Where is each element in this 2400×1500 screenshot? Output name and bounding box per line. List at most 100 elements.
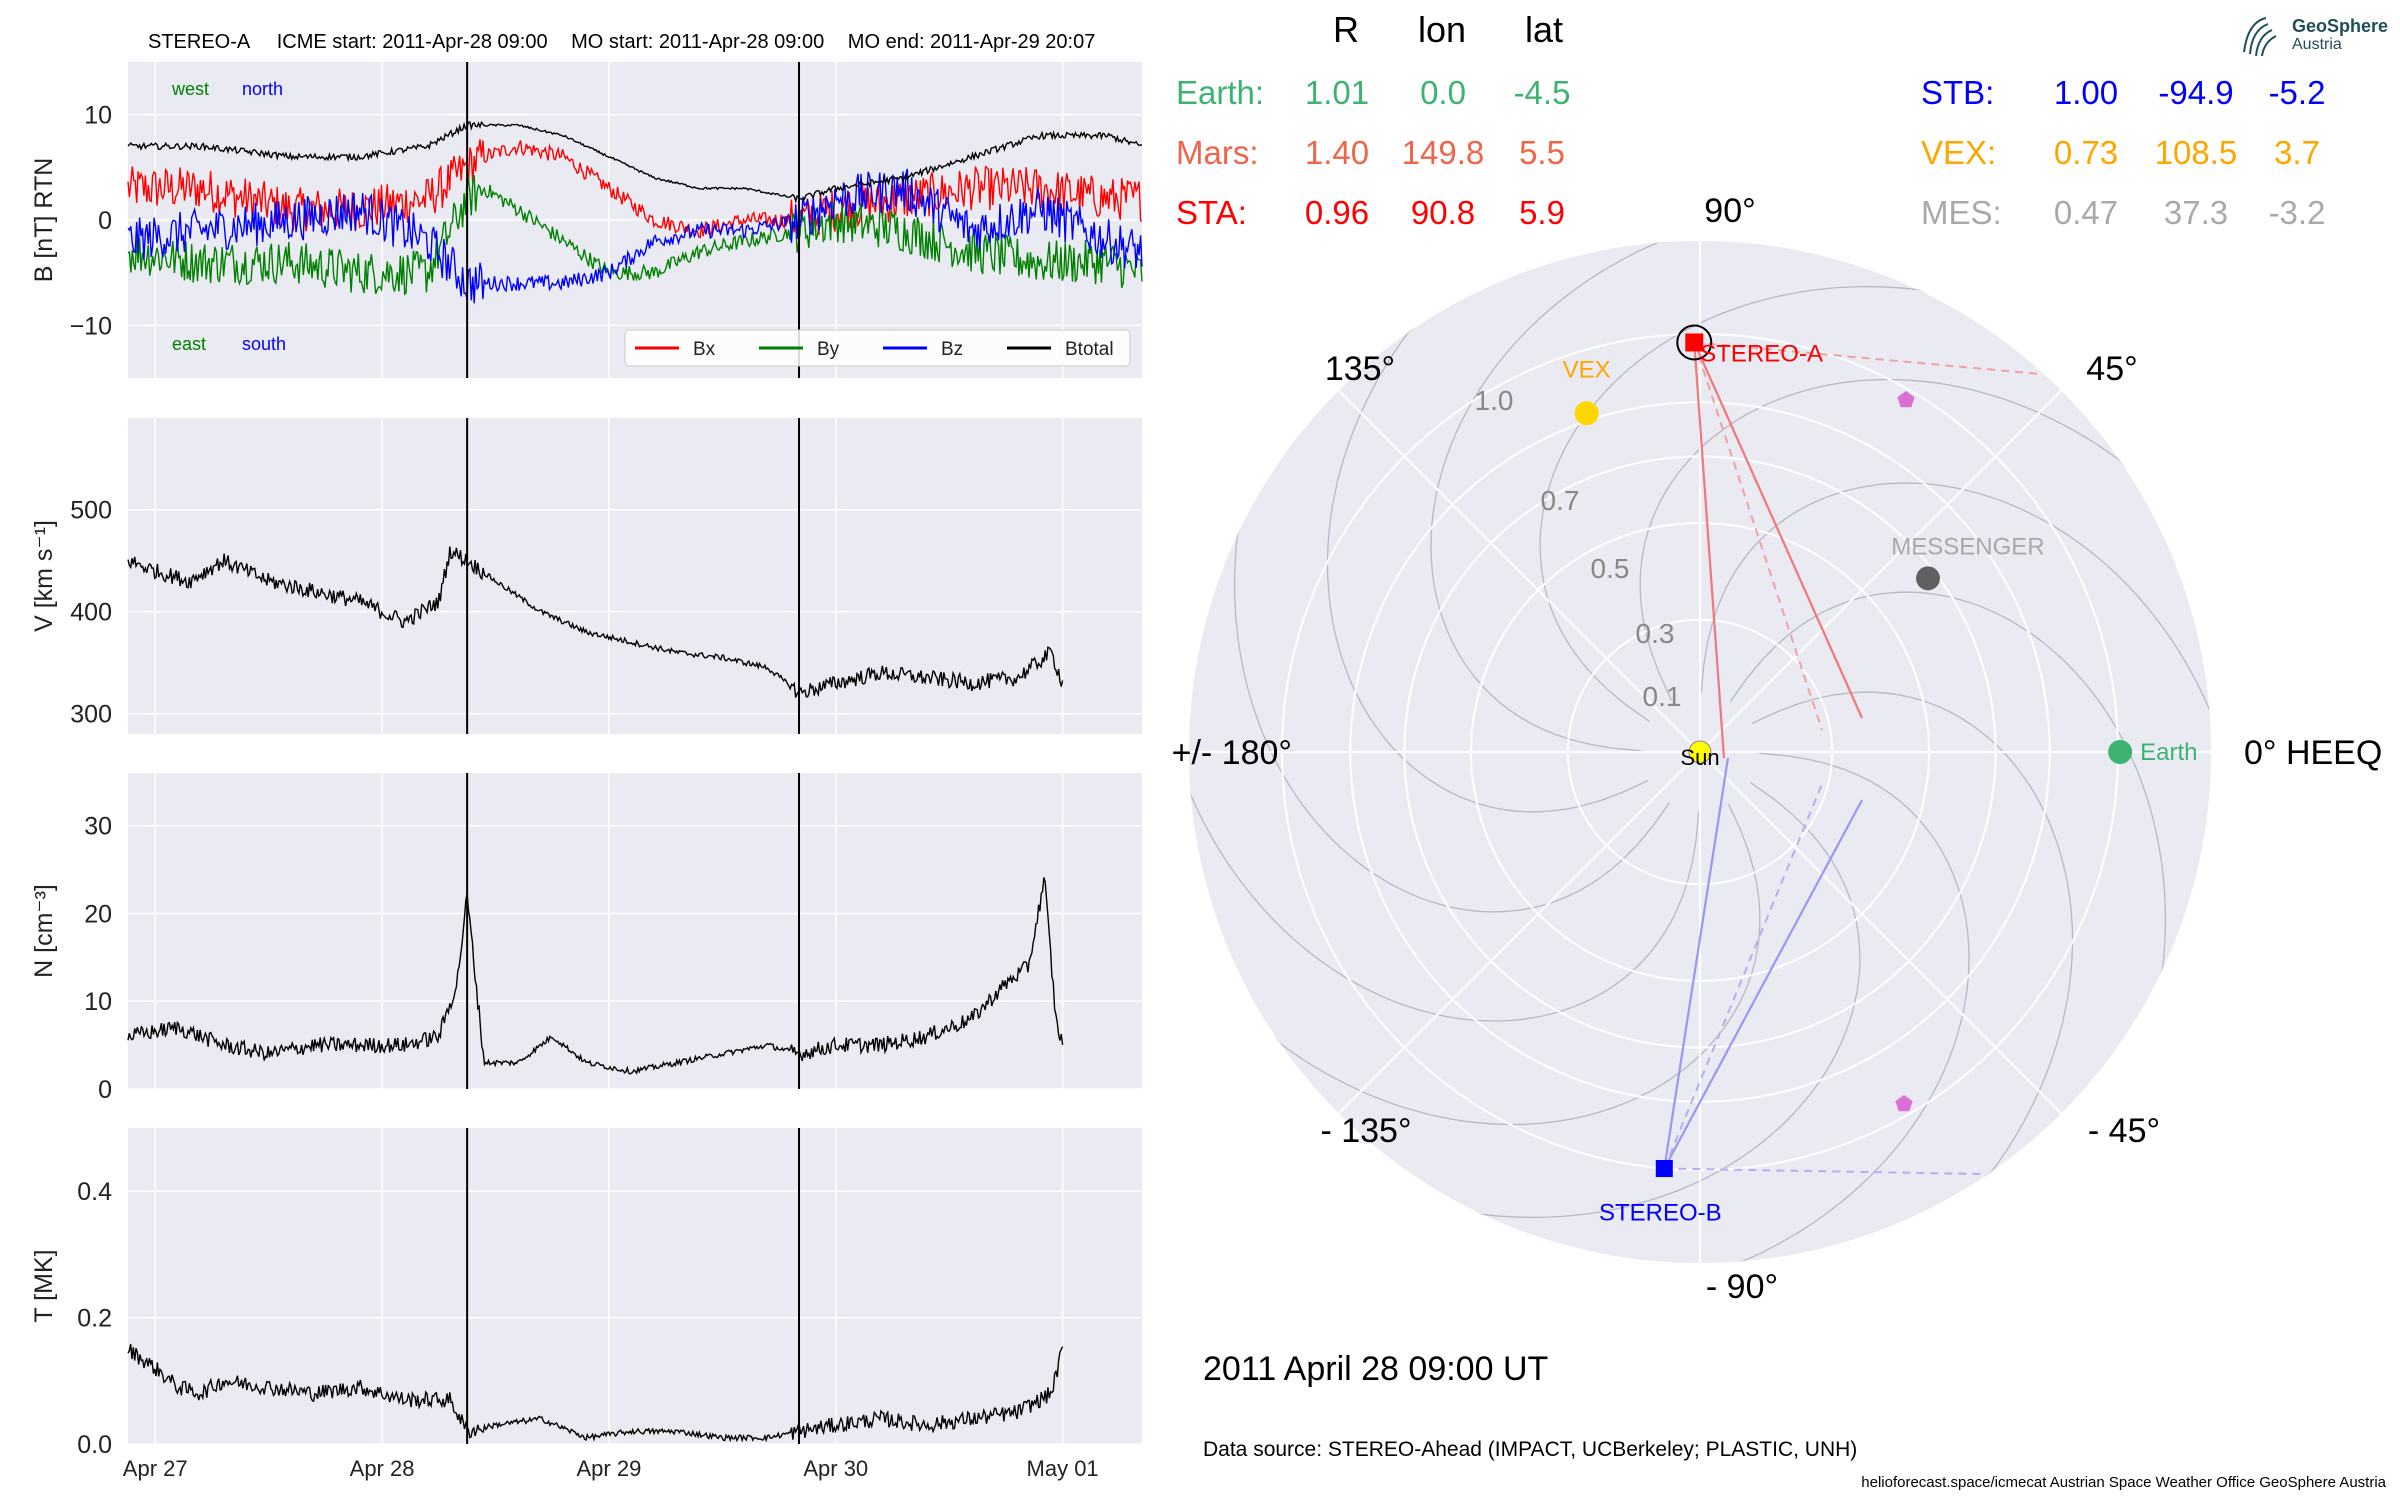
annotation-north: north: [242, 79, 283, 99]
annotation-west: west: [171, 79, 209, 99]
table-row-name: MES:: [1921, 194, 2002, 231]
data-source-label: Data source: STEREO-Ahead (IMPACT, UCBer…: [1203, 1438, 1857, 1461]
angle-label: 135°: [1325, 350, 1395, 388]
table-row-name: STA:: [1176, 194, 1247, 231]
earth-label: Earth: [2140, 739, 2197, 766]
stereo-b-marker: [1655, 1160, 1673, 1178]
panel-temperature: 0.4 0.2 0.0 T [MK] Apr 27 Apr 28 Apr 29 Apr 30 M…: [30, 1128, 1142, 1481]
geosphere-logo: GeoSphere Austria: [2238, 12, 2388, 62]
y-axis-label: B [nT] RTN: [30, 158, 58, 283]
table-row-r: 1.40: [1305, 134, 1369, 171]
logo-sub-text: Austria: [2292, 36, 2342, 53]
series-T-line: [127, 1343, 1064, 1443]
parker-spiral-line: [1188, 781, 1700, 1022]
table-row-lat: 5.5: [1519, 134, 1565, 171]
messenger-marker: [1915, 566, 1940, 591]
angle-label: 0° HEEQ: [2244, 734, 2382, 772]
header-icme-start: ICME start: 2011-Apr-28 09:00: [277, 31, 548, 53]
y-tick-label: 10: [84, 102, 112, 130]
stb-fov-line: [1663, 757, 1730, 1169]
annotation-south: south: [242, 334, 286, 354]
y-tick-label: 500: [70, 497, 112, 525]
series-Bz-line: [127, 168, 1143, 304]
y-tick-label: 0.0: [77, 1431, 112, 1459]
table-header-R: R: [1333, 9, 1359, 50]
sta-fov-line: [1693, 341, 1864, 719]
table-row-r: 0.73: [2054, 134, 2118, 171]
table-row-lon: -94.9: [2158, 74, 2233, 111]
annotation-east: east: [172, 334, 206, 354]
geosphere-logo-icon: [2243, 17, 2277, 57]
y-tick-label: 0.4: [77, 1178, 112, 1206]
series-V-line: [127, 546, 1064, 698]
legend-label-Bx: Bx: [693, 339, 716, 360]
parker-spiral-line: [1470, 782, 1861, 1219]
sta-target-ring: [1676, 324, 1713, 361]
legend: Bx By Bz Btotal: [624, 329, 1131, 367]
panel-background: [128, 418, 1142, 734]
parker-spiral-line: [1639, 378, 2129, 701]
sta-fov-line: [1693, 342, 1726, 759]
vex-label: VEX: [1563, 356, 1611, 383]
fov-marker-pentagon: [1895, 1095, 1913, 1112]
radial-tick-label: 0.3: [1636, 618, 1675, 649]
legend-label-Btotal: Btotal: [1065, 339, 1114, 360]
table-row-name: STB:: [1921, 74, 1994, 111]
stereo-a-marker: [1685, 333, 1704, 352]
datetime-label: 2011 April 28 09:00 UT: [1203, 1350, 1548, 1388]
table-row-r: 0.96: [1305, 194, 1369, 231]
table-row-name: Mars:: [1176, 134, 1259, 171]
stb-fov-dashed: [1664, 1167, 1985, 1175]
credit-label: helioforecast.space/icmecat Austrian Spa…: [1861, 1474, 2386, 1491]
table-row-lat: 5.9: [1519, 194, 1565, 231]
earth-marker: [2108, 740, 2133, 764]
y-tick-label: 30: [84, 813, 112, 841]
panel-background: [128, 1128, 1142, 1444]
panel-background: [128, 773, 1142, 1089]
angular-grid-spoke: [1337, 389, 1701, 753]
time-series-panels: 10 0 −10 B [nT] RTN west north east south Bx By Bz…: [30, 62, 1143, 1481]
radial-tick-label: 0.5: [1591, 553, 1630, 584]
y-tick-label: −10: [70, 312, 112, 340]
header-mo-start: MO start: 2011-Apr-28 09:00: [571, 31, 824, 53]
y-axis-label: N [cm⁻³]: [30, 884, 58, 978]
header-spacecraft: STEREO-A: [148, 31, 251, 53]
series-Btotal-line: [127, 120, 1143, 204]
y-tick-label: 300: [70, 701, 112, 729]
legend-box: [624, 329, 1131, 367]
polar-plot: 0.1 0.3 0.5 0.7 1.0 90° 45° 135° 0° HEEQ +/- 180°…: [1172, 192, 2383, 1306]
table-row-r: 1.00: [2054, 74, 2118, 111]
fov-marker-pentagon: [1897, 391, 1915, 408]
parker-spiral-line: [1729, 752, 1970, 1264]
vex-marker: [1574, 401, 1599, 426]
table-row-r: 0.47: [2054, 194, 2118, 231]
sta-fov-dashed: [1693, 342, 1823, 731]
legend-label-Bz: Bz: [941, 339, 963, 360]
y-axis-label: T [MK]: [30, 1249, 58, 1322]
stereo-b-label: STEREO-B: [1599, 1200, 1722, 1227]
table-row-lat: -5.2: [2269, 74, 2326, 111]
y-tick-label: 400: [70, 599, 112, 627]
radial-tick-label: 0.7: [1541, 485, 1580, 516]
y-axis-label: V [km s⁻¹]: [30, 520, 58, 632]
logo-main-text: GeoSphere: [2292, 16, 2389, 36]
angle-label: +/- 180°: [1172, 734, 1292, 772]
table-header-lon: lon: [1418, 9, 1466, 50]
y-tick-label: 0.2: [77, 1305, 112, 1333]
stb-fov-line: [1663, 799, 1863, 1170]
x-tick-label: May 01: [1027, 1456, 1099, 1481]
panel-magnetic_field: 10 0 −10 B [nT] RTN west north east south Bx By Bz…: [30, 62, 1143, 378]
y-tick-label: 0: [98, 207, 112, 235]
parker-spiral-line: [1730, 591, 2167, 982]
table-row-r: 1.01: [1305, 74, 1369, 111]
angle-label: - 90°: [1706, 1268, 1778, 1306]
x-tick-label: Apr 30: [803, 1456, 868, 1481]
series-Bx-line: [127, 139, 1143, 239]
x-tick-label: Apr 28: [350, 1456, 415, 1481]
sta-fov-dashed: [1694, 341, 2041, 375]
sun-marker: [1688, 740, 1712, 764]
angular-grid-spoke: [1337, 751, 1701, 1115]
y-tick-label: 10: [84, 988, 112, 1016]
messenger-label: MESSENGER: [1891, 533, 2044, 560]
